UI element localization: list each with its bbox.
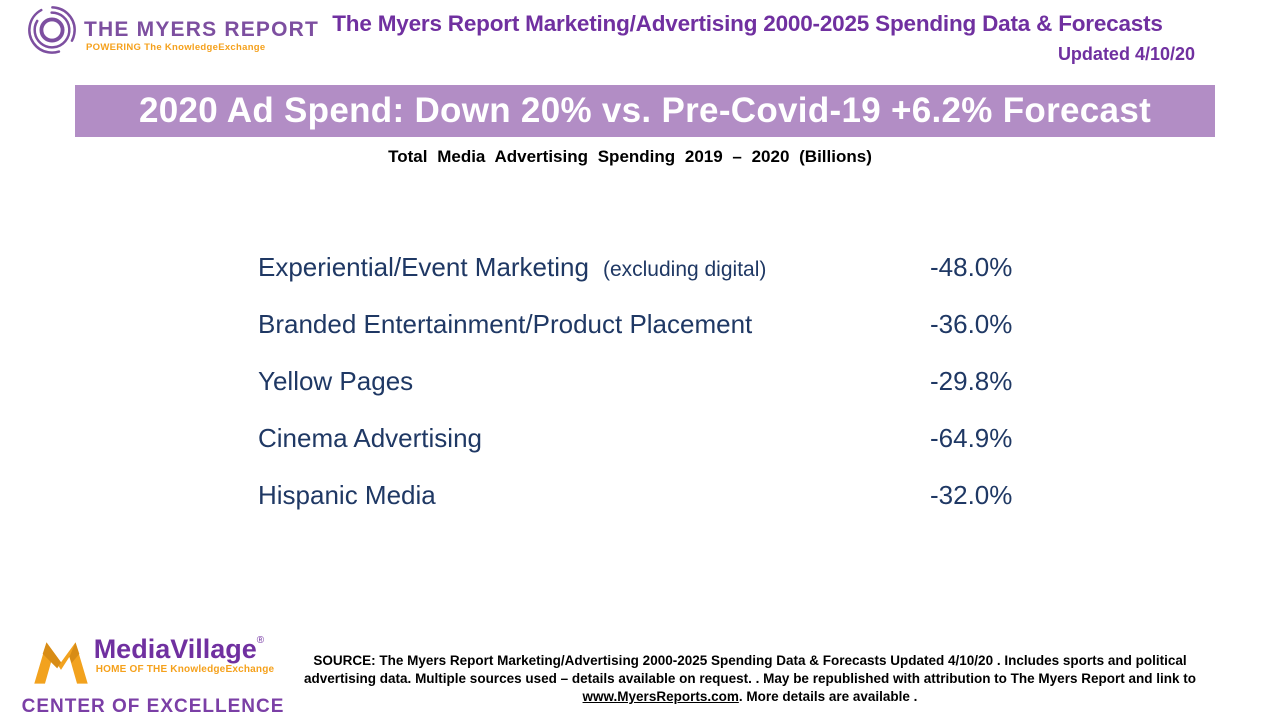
header-title-block: The Myers Report Marketing/Advertising 2… xyxy=(300,10,1195,65)
mediavillage-logo: MediaVillage ® HOME OF THE KnowledgeExch… xyxy=(22,634,284,718)
source-line-3: www.MyersReports.com. More details are a… xyxy=(283,688,1217,706)
category-name: Experiential/Event Marketing xyxy=(258,252,589,282)
document-title: The Myers Report Marketing/Advertising 2… xyxy=(332,11,1163,36)
source-line-3-suffix: . More details are available . xyxy=(738,689,918,704)
center-of-excellence-label: CENTER OF EXCELLENCE xyxy=(21,696,285,717)
category-label: Yellow Pages xyxy=(258,366,930,397)
mediavillage-name-line: MediaVillage ® xyxy=(94,634,275,664)
table-row: Branded Entertainment/Product Placement … xyxy=(258,309,1028,339)
category-name: Yellow Pages xyxy=(258,366,414,396)
pct-change-value: -64.9% xyxy=(930,423,1013,453)
category-label: Experiential/Event Marketing (excluding d… xyxy=(258,252,930,283)
brand-name: THE MYERS REPORT xyxy=(84,18,320,41)
registered-mark: ® xyxy=(256,635,265,646)
pct-change-value: -36.0% xyxy=(930,309,1013,339)
category-name: Branded Entertainment/Product Placement xyxy=(258,309,753,339)
headline-banner: 2020 Ad Spend: Down 20% vs. Pre-Covid-19… xyxy=(75,85,1215,137)
source-line-1: SOURCE: The Myers Report Marketing/Adver… xyxy=(313,653,1187,668)
pct-change-value: -48.0% xyxy=(930,252,1013,282)
updated-date: Updated 4/10/20 xyxy=(1057,44,1195,64)
category-label: Cinema Advertising xyxy=(258,423,930,454)
category-label: Hispanic Media xyxy=(258,480,930,511)
category-label: Branded Entertainment/Product Placement xyxy=(258,309,930,340)
spending-data-list: Experiential/Event Marketing (excluding d… xyxy=(258,252,1028,537)
table-row: Hispanic Media -32.0% xyxy=(258,480,1028,510)
mediavillage-name: MediaVillage xyxy=(93,634,257,664)
mediavillage-logo-top: MediaVillage ® HOME OF THE KnowledgeExch… xyxy=(32,634,275,693)
table-row: Yellow Pages -29.8% xyxy=(258,366,1028,396)
source-line-2: advertising data. Multiple sources used … xyxy=(304,671,1196,686)
pct-change-value: -29.8% xyxy=(930,366,1013,396)
myers-report-wordmark: THE MYERS REPORT POWERING The KnowledgeE… xyxy=(84,12,319,53)
pct-change-value: -32.0% xyxy=(930,480,1013,510)
category-note: (excluding digital) xyxy=(602,258,767,281)
source-footnote: SOURCE: The Myers Report Marketing/Adver… xyxy=(283,652,1217,706)
table-row: Experiential/Event Marketing (excluding d… xyxy=(258,252,1028,282)
table-row: Cinema Advertising -64.9% xyxy=(258,423,1028,453)
mediavillage-wordmark: MediaVillage ® HOME OF THE KnowledgeExch… xyxy=(94,634,275,675)
slide-subtitle: Total Media Advertising Spending 2019 – … xyxy=(388,147,872,166)
category-name: Hispanic Media xyxy=(258,480,436,510)
brand-tagline: POWERING The KnowledgeExchange xyxy=(86,42,266,53)
mediavillage-m-icon xyxy=(32,638,90,693)
myers-report-logo: THE MYERS REPORT POWERING The KnowledgeE… xyxy=(26,4,319,61)
myers-report-circles-icon xyxy=(26,4,78,61)
mediavillage-tagline: HOME OF THE KnowledgeExchange xyxy=(95,664,275,675)
headline-text: 2020 Ad Spend: Down 20% vs. Pre-Covid-19… xyxy=(138,91,1152,130)
myersreports-link[interactable]: www.MyersReports.com xyxy=(582,689,739,704)
category-name: Cinema Advertising xyxy=(258,423,482,453)
